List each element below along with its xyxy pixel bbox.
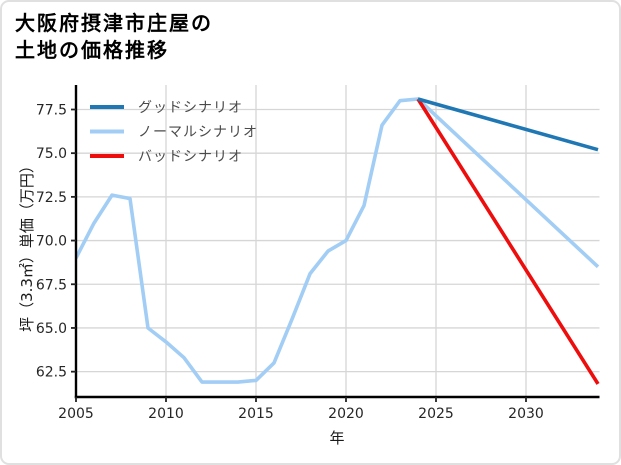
chart-title-line-1: 大阪府摂津市庄屋の [15,11,213,35]
chart-title-line-2: 土地の価格推移 [15,38,169,62]
tick-marks [71,108,527,402]
y-tick-label-3: 70.0 [36,234,67,250]
legend-label-0: グッドシナリオ [138,100,243,116]
series-line-2 [417,97,599,152]
y-tick-label-4: 72.5 [36,190,67,206]
y-axis-label: 坪（3.3㎡）単価（万円） [18,158,36,332]
y-tick-labels: 62.5 65.0 67.5 70.0 72.5 75.0 77.5 [36,102,67,380]
gridlines [76,85,600,397]
y-tick-label-5: 75.0 [36,146,67,162]
y-tick-label-0: 62.5 [36,365,67,381]
chart-title: 大阪府摂津市庄屋の 土地の価格推移 [15,10,213,64]
x-tick-label-2: 2015 [238,406,274,422]
y-tick-label-2: 67.5 [36,277,67,293]
series-line-0 [76,97,600,384]
legend-label-2: バッドシナリオ [138,149,243,165]
y-tick-label-1: 65.0 [36,321,67,337]
x-axis-label: 年 [329,429,344,447]
axes-spines [74,85,600,399]
y-tick-label-6: 77.5 [36,102,67,118]
series-lines [76,97,600,385]
x-tick-label-1: 2010 [148,406,184,422]
x-tick-label-4: 2025 [418,406,454,422]
legend-label-1: ノーマルシナリオ [138,125,258,141]
x-tick-labels: 2005 2010 2015 2020 2025 2030 [58,406,544,422]
series-line-1 [416,98,600,385]
x-tick-label-3: 2020 [328,406,364,422]
x-tick-label-0: 2005 [58,406,94,422]
x-tick-label-5: 2030 [508,406,544,422]
